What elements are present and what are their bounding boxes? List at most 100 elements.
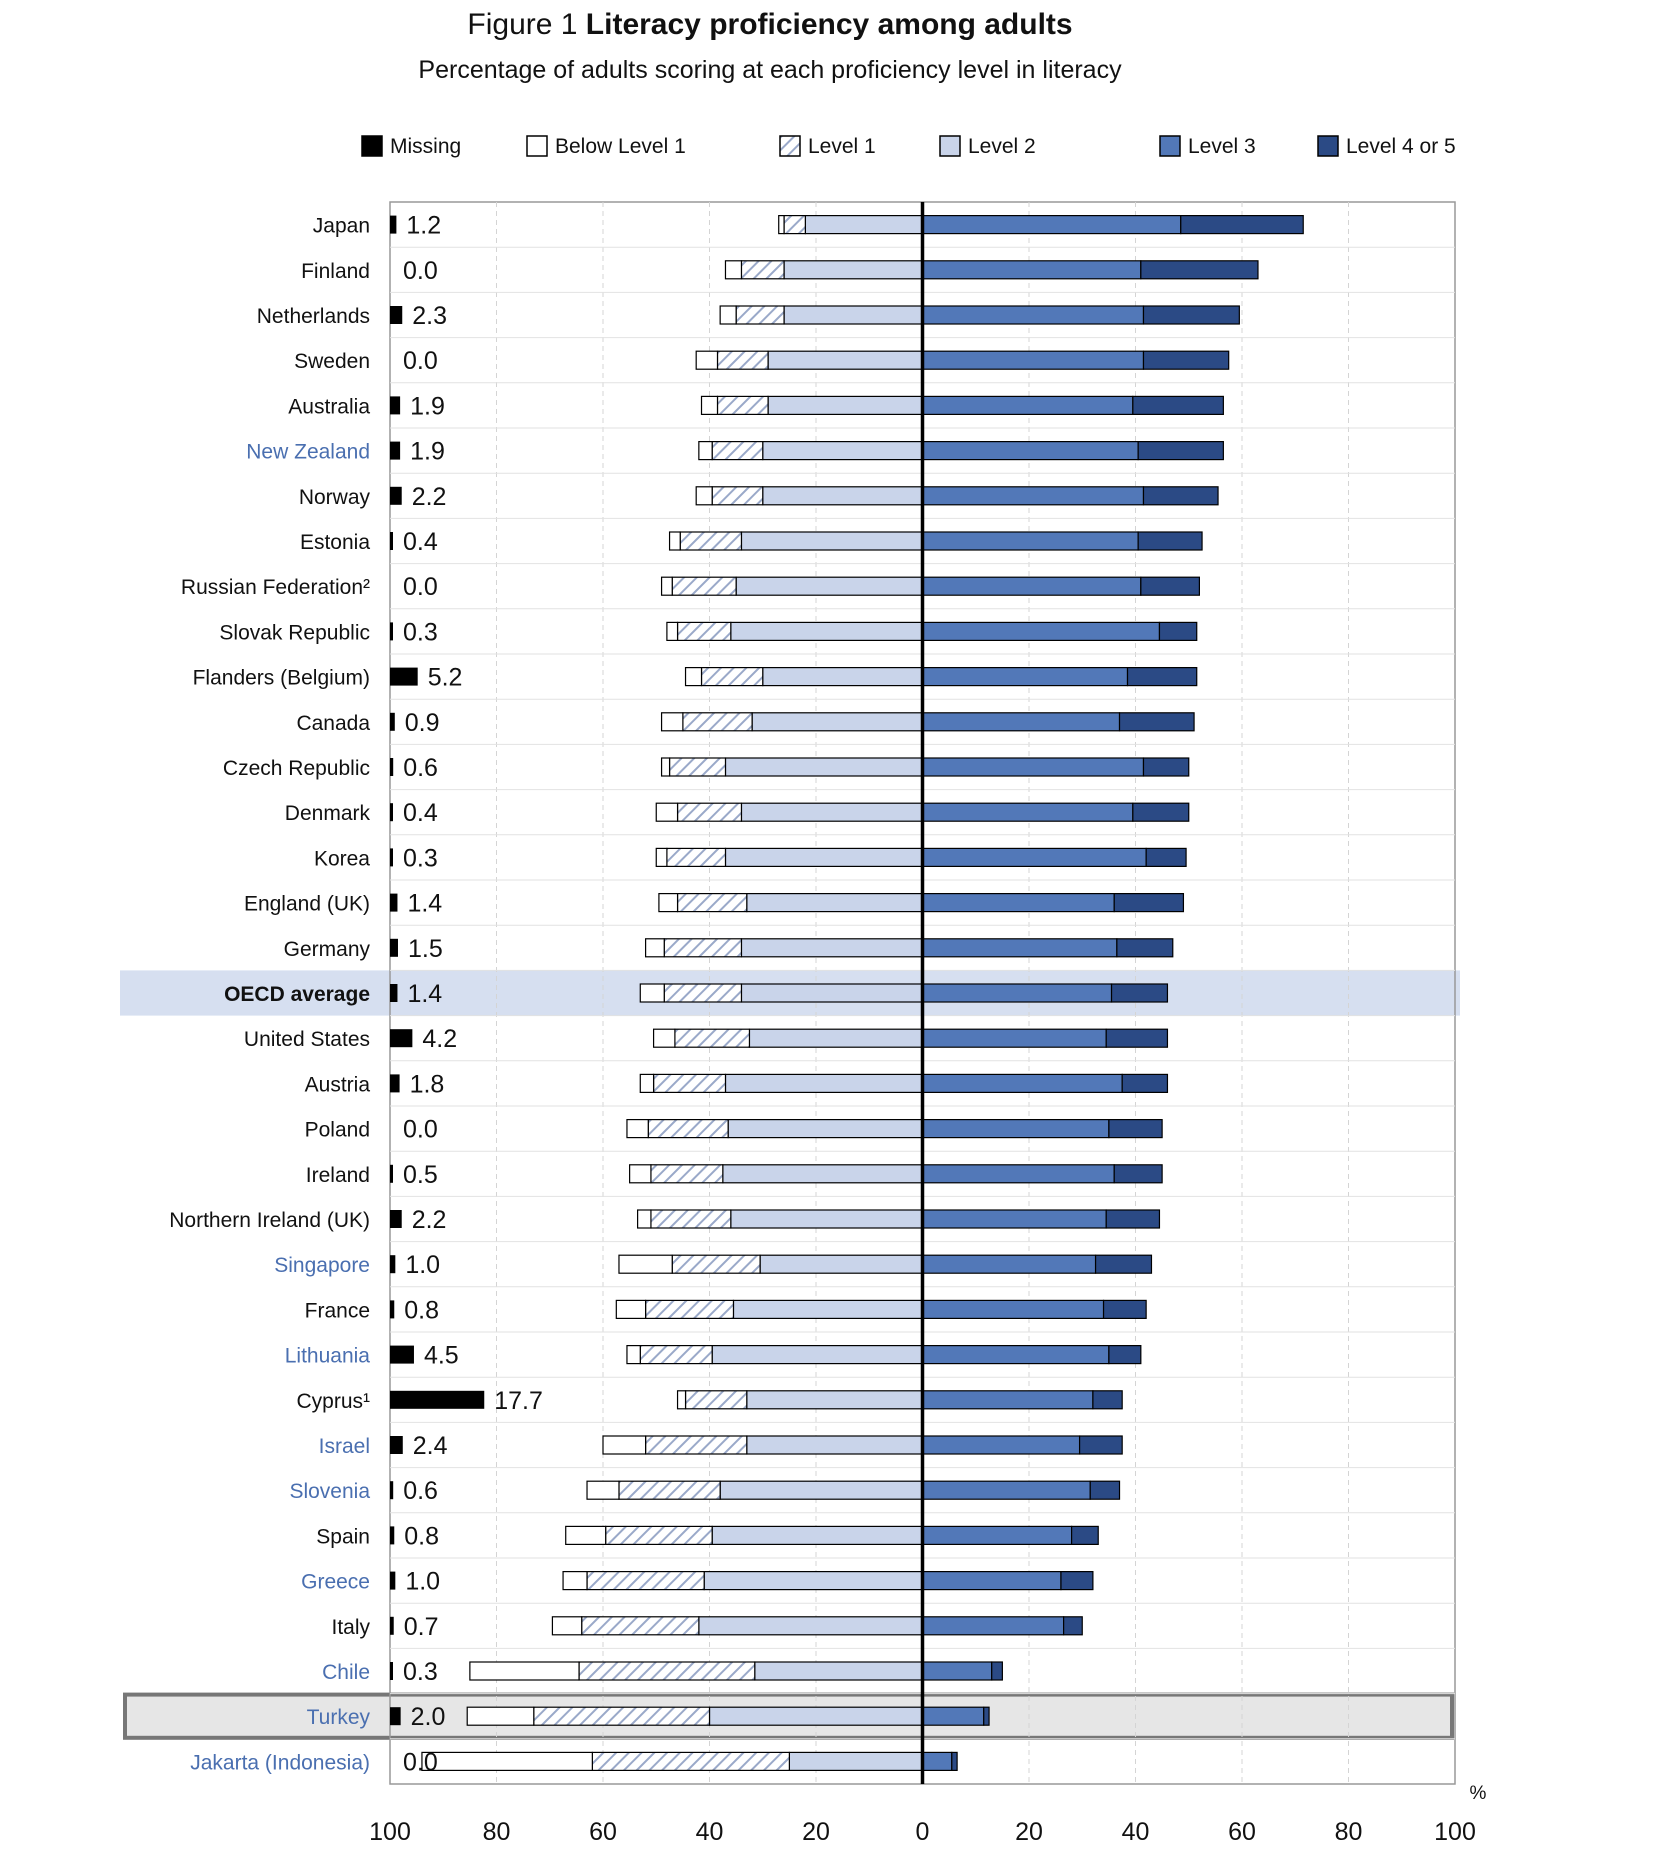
country-label: Northern Ireland (UK) [169, 1209, 370, 1232]
missing-bar [390, 1662, 393, 1680]
level-4-5-bar [1105, 1209, 1161, 1229]
missing-bar [390, 1164, 393, 1183]
level-1-bar [586, 1570, 705, 1591]
below-level-1-bar [644, 938, 665, 958]
missing-value: 0.0 [403, 1748, 438, 1776]
below-level-1-bar [719, 305, 737, 325]
legend-swatch [1317, 135, 1339, 157]
level-2-bar [740, 531, 924, 551]
level-3-bar [921, 350, 1145, 370]
level-2-bar [732, 1299, 924, 1320]
country-label: Norway [299, 486, 371, 509]
x-tick-label: 60 [1228, 1818, 1256, 1846]
below-level-1-bar [615, 1299, 647, 1320]
missing-value: 1.0 [405, 1568, 440, 1596]
level-1-bar [663, 938, 743, 958]
level-4-5-bar [1142, 757, 1190, 777]
legend: Missing Below Level 1 Level 1 Level 2 Level … [361, 135, 1456, 158]
below-level-1-bar [602, 1435, 647, 1455]
missing-value: 0.0 [403, 573, 438, 601]
below-level-1-bar [666, 621, 679, 642]
missing-value: 0.0 [403, 1116, 438, 1144]
missing-bar [390, 803, 393, 822]
below-level-1-bar [724, 260, 743, 280]
level-1-bar [711, 486, 764, 506]
level-4-5-bar [1070, 1525, 1099, 1546]
legend-label: Level 2 [968, 135, 1036, 158]
missing-value: 1.8 [410, 1070, 445, 1098]
level-1-bar [650, 1209, 732, 1229]
below-level-1-bar [684, 666, 703, 687]
level-3-bar [921, 395, 1134, 415]
missing-value: 1.5 [408, 935, 443, 963]
missing-value: 5.2 [428, 664, 463, 692]
missing-bar [390, 938, 398, 957]
level-1-bar [668, 757, 727, 777]
country-label: Sweden [294, 350, 370, 373]
level-3-bar [921, 531, 1139, 551]
level-4-5-bar [1121, 1073, 1169, 1094]
level-3-bar [921, 1661, 993, 1681]
country-label: United States [244, 1028, 370, 1051]
level-1-bar [716, 395, 769, 415]
figure-title-bold: Literacy proficiency among adults [585, 8, 1073, 41]
below-level-1-bar [421, 1751, 593, 1772]
level-1-bar [644, 1299, 735, 1320]
legend-swatch [361, 135, 383, 157]
legend-label: Level 3 [1188, 135, 1256, 158]
level-1-bar [674, 1028, 751, 1048]
country-label: OECD average [224, 983, 370, 1006]
level-4-5-bar [1140, 576, 1200, 596]
below-level-1-bar [676, 1390, 687, 1410]
figure-subtitle: Percentage of adults scoring at each pro… [418, 56, 1122, 84]
country-labels: Japan Finland Netherlands Sweden Australia Ne… [169, 215, 370, 1775]
level-2-bar [762, 486, 924, 506]
country-label: Poland [305, 1119, 370, 1142]
level-3-bar [921, 621, 1161, 642]
level-4-5-bar [1142, 305, 1240, 325]
level-3-bar [921, 1751, 953, 1772]
level-4-5-bar [1137, 441, 1224, 461]
level-2-bar [724, 847, 924, 868]
missing-value: 2.4 [413, 1432, 448, 1460]
missing-bar [390, 215, 397, 234]
legend-swatch [779, 135, 801, 157]
level-1-bar [671, 576, 737, 596]
level-4-5-bar [1116, 938, 1174, 958]
below-level-1-bar [469, 1661, 580, 1681]
country-label: Netherlands [257, 305, 370, 328]
missing-value: 0.8 [404, 1296, 439, 1324]
missing-value: 1.0 [405, 1251, 440, 1279]
missing-bar [390, 1345, 414, 1364]
level-1-bar [676, 621, 732, 642]
level-2-bar [788, 1751, 924, 1772]
below-level-1-bar [660, 757, 671, 777]
below-level-1-bar [695, 486, 713, 506]
level-3-bar [921, 1164, 1115, 1184]
level-2-bar [730, 1209, 924, 1229]
level-3-bar [921, 1209, 1107, 1229]
x-axis: 100 80 60 40 20 0 20 40 60 80 100% [369, 202, 1487, 1846]
level-4-5-bar [1094, 1254, 1153, 1274]
country-label: Greece [301, 1571, 370, 1594]
level-4-5-bar [1092, 1390, 1123, 1410]
x-tick-label: 100 [369, 1818, 411, 1846]
level-3-bar [921, 892, 1115, 913]
level-4-5-bar [1142, 486, 1219, 506]
country-label: Lithuania [285, 1345, 371, 1368]
level-1-bar [735, 305, 785, 325]
below-level-1-bar [668, 531, 681, 551]
level-2-bar [740, 938, 924, 958]
level-4-5-bar [1132, 802, 1190, 822]
level-2-bar [783, 260, 924, 280]
country-label: England (UK) [244, 893, 370, 916]
level-2-bar [719, 1480, 924, 1500]
below-level-1-bar [660, 712, 684, 732]
level-2-bar [727, 1118, 924, 1139]
x-tick-label: 100 [1434, 1818, 1476, 1846]
level-2-bar [740, 983, 924, 1003]
below-level-1-bar [695, 350, 719, 370]
below-level-1-bar [655, 802, 679, 822]
x-tick-label: 80 [1335, 1818, 1363, 1846]
missing-bar [390, 396, 401, 415]
